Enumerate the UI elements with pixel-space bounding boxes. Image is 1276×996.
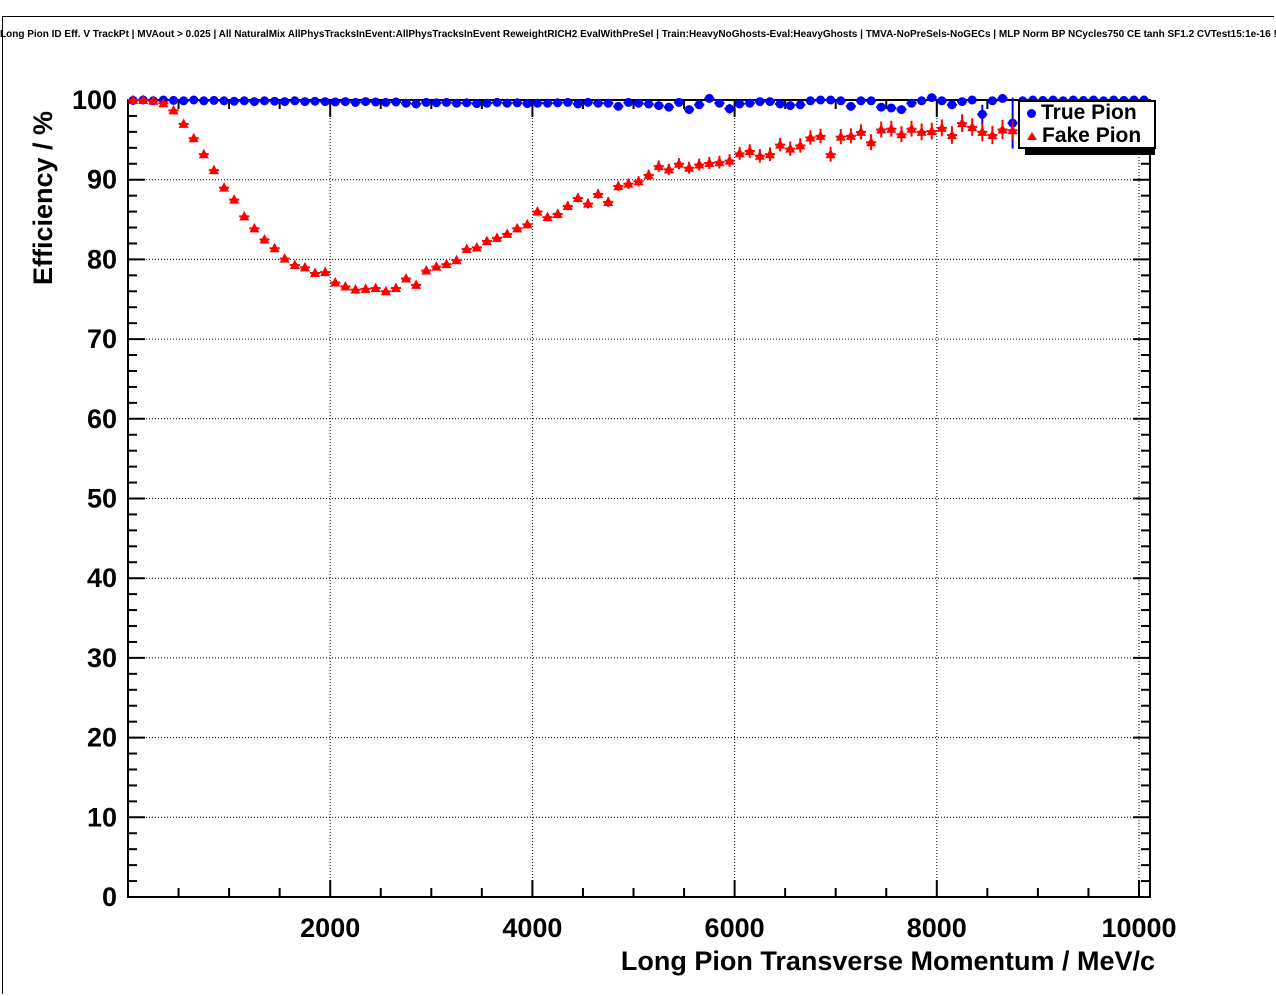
svg-text:2000: 2000 bbox=[300, 913, 360, 943]
legend-label-fake-pion: Fake Pion bbox=[1042, 123, 1142, 147]
svg-text:10000: 10000 bbox=[1101, 913, 1176, 943]
legend-box: True Pion Fake Pion bbox=[1018, 100, 1156, 149]
svg-text:4000: 4000 bbox=[502, 913, 562, 943]
legend: True Pion Fake Pion bbox=[1018, 100, 1156, 156]
svg-text:90: 90 bbox=[87, 165, 117, 195]
svg-text:6000: 6000 bbox=[705, 913, 765, 943]
legend-label-true-pion: True Pion bbox=[1041, 101, 1137, 125]
svg-text:40: 40 bbox=[87, 563, 117, 593]
canvas-border-left bbox=[2, 16, 3, 994]
svg-text:100: 100 bbox=[72, 85, 117, 115]
svg-text:8000: 8000 bbox=[907, 913, 967, 943]
svg-text:60: 60 bbox=[87, 404, 117, 434]
svg-text:30: 30 bbox=[87, 643, 117, 673]
plot-title: Long Pion ID Eff. V TrackPt | MVAout > 0… bbox=[0, 29, 1276, 40]
triangle-marker-icon bbox=[1027, 131, 1037, 140]
canvas-border-top bbox=[2, 16, 1274, 17]
svg-text:80: 80 bbox=[87, 244, 117, 274]
svg-text:20: 20 bbox=[87, 723, 117, 753]
legend-item-fake-pion: Fake Pion bbox=[1027, 123, 1154, 147]
svg-text:0: 0 bbox=[102, 882, 117, 912]
legend-item-true-pion: True Pion bbox=[1027, 102, 1154, 124]
svg-text:70: 70 bbox=[87, 324, 117, 354]
svg-text:50: 50 bbox=[87, 484, 117, 514]
x-axis-title: Long Pion Transverse Momentum / MeV/c bbox=[620, 946, 1155, 976]
svg-text:10: 10 bbox=[87, 802, 117, 832]
circle-marker-icon bbox=[1027, 108, 1036, 118]
